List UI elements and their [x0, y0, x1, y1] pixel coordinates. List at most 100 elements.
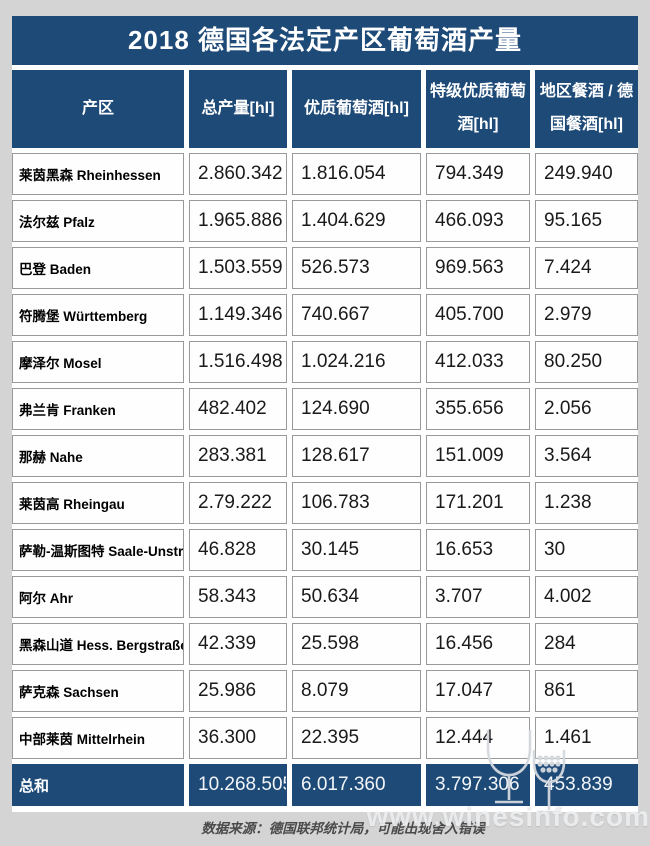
total-row-premium-wine: 3.797.306: [426, 764, 530, 806]
total-row-table-wine: 453.839: [535, 764, 638, 806]
region-name-cell: 阿尔 Ahr: [12, 576, 184, 618]
premium-wine-cell: 794.349: [426, 153, 530, 195]
wine-production-table: 2018 德国各法定产区葡萄酒产量 产区 总产量[hl] 优质葡萄酒[hl] 特…: [12, 16, 638, 812]
table-row: 巴登 Baden 1.503.559 526.573 969.563 7.424: [12, 247, 638, 289]
table-wine-cell: 1.461: [535, 717, 638, 759]
premium-wine-cell: 355.656: [426, 388, 530, 430]
table-wine-cell: 7.424: [535, 247, 638, 289]
column-header-quality-wine: 优质葡萄酒[hl]: [292, 70, 421, 148]
quality-wine-cell: 1.404.629: [292, 200, 421, 242]
quality-wine-cell: 740.667: [292, 294, 421, 336]
data-grid: 产区 总产量[hl] 优质葡萄酒[hl] 特级优质葡萄酒[hl] 地区餐酒 / …: [12, 70, 638, 806]
table-row: 萨克森 Sachsen 25.986 8.079 17.047 861: [12, 670, 638, 712]
table-row: 法尔兹 Pfalz 1.965.886 1.404.629 466.093 95…: [12, 200, 638, 242]
quality-wine-cell: 8.079: [292, 670, 421, 712]
table-wine-cell: 2.979: [535, 294, 638, 336]
quality-wine-cell: 1.816.054: [292, 153, 421, 195]
table-row: 那赫 Nahe 283.381 128.617 151.009 3.564: [12, 435, 638, 477]
region-name-cell: 萨克森 Sachsen: [12, 670, 184, 712]
column-header-total-production: 总产量[hl]: [189, 70, 287, 148]
premium-wine-cell: 969.563: [426, 247, 530, 289]
premium-wine-cell: 17.047: [426, 670, 530, 712]
data-source-note: 数据来源：德国联邦统计局，可能出现舍入错误: [201, 821, 485, 836]
region-name-cell: 莱茵高 Rheingau: [12, 482, 184, 524]
premium-wine-cell: 171.201: [426, 482, 530, 524]
table-row: 萨勒-温斯图特 Saale-Unstrut 46.828 30.145 16.6…: [12, 529, 638, 571]
premium-wine-cell: 405.700: [426, 294, 530, 336]
column-header-premium-quality-wine: 特级优质葡萄酒[hl]: [426, 70, 530, 148]
table-row: 中部莱茵 Mittelrhein 36.300 22.395 12.444 1.…: [12, 717, 638, 759]
premium-wine-cell: 16.653: [426, 529, 530, 571]
table-row: 莱茵高 Rheingau 2.79.222 106.783 171.201 1.…: [12, 482, 638, 524]
table-wine-cell: 249.940: [535, 153, 638, 195]
table-row: 黑森山道 Hess. Bergstraße 42.339 25.598 16.4…: [12, 623, 638, 665]
region-name-cell: 巴登 Baden: [12, 247, 184, 289]
quality-wine-cell: 1.024.216: [292, 341, 421, 383]
winesinfo-wineglass-logo: [486, 730, 566, 814]
quality-wine-cell: 526.573: [292, 247, 421, 289]
table-wine-cell: 3.564: [535, 435, 638, 477]
quality-wine-cell: 106.783: [292, 482, 421, 524]
table-wine-cell: 284: [535, 623, 638, 665]
total-row: 总和 10.268.505 6.017.360 3.797.306 453.83…: [12, 764, 638, 806]
total-production-cell: 42.339: [189, 623, 287, 665]
total-production-cell: 25.986: [189, 670, 287, 712]
premium-wine-cell: 3.707: [426, 576, 530, 618]
quality-wine-cell: 128.617: [292, 435, 421, 477]
premium-wine-cell: 412.033: [426, 341, 530, 383]
table-wine-cell: 4.002: [535, 576, 638, 618]
region-name-cell: 法尔兹 Pfalz: [12, 200, 184, 242]
region-name-cell: 弗兰肯 Franken: [12, 388, 184, 430]
table-wine-cell: 1.238: [535, 482, 638, 524]
region-name-cell: 那赫 Nahe: [12, 435, 184, 477]
total-production-cell: 482.402: [189, 388, 287, 430]
total-row-quality-wine: 6.017.360: [292, 764, 421, 806]
table-row: 符腾堡 Württemberg 1.149.346 740.667 405.70…: [12, 294, 638, 336]
premium-wine-cell: 12.444: [426, 717, 530, 759]
table-body: 莱茵黑森 Rheinhessen 2.860.342 1.816.054 794…: [12, 153, 638, 759]
total-production-cell: 58.343: [189, 576, 287, 618]
total-production-cell: 46.828: [189, 529, 287, 571]
region-name-cell: 符腾堡 Württemberg: [12, 294, 184, 336]
table-wine-cell: 95.165: [535, 200, 638, 242]
quality-wine-cell: 30.145: [292, 529, 421, 571]
region-name-cell: 萨勒-温斯图特 Saale-Unstrut: [12, 529, 184, 571]
total-row-total-production: 10.268.505: [189, 764, 287, 806]
column-header-region: 产区: [12, 70, 184, 148]
quality-wine-cell: 22.395: [292, 717, 421, 759]
quality-wine-cell: 25.598: [292, 623, 421, 665]
region-name-cell: 莱茵黑森 Rheinhessen: [12, 153, 184, 195]
table-row: 阿尔 Ahr 58.343 50.634 3.707 4.002: [12, 576, 638, 618]
region-name-cell: 中部莱茵 Mittelrhein: [12, 717, 184, 759]
premium-wine-cell: 16.456: [426, 623, 530, 665]
total-production-cell: 1.965.886: [189, 200, 287, 242]
region-name-cell: 摩泽尔 Mosel: [12, 341, 184, 383]
total-production-cell: 1.149.346: [189, 294, 287, 336]
total-production-cell: 2.79.222: [189, 482, 287, 524]
quality-wine-cell: 50.634: [292, 576, 421, 618]
total-production-cell: 1.516.498: [189, 341, 287, 383]
table-row: 摩泽尔 Mosel 1.516.498 1.024.216 412.033 80…: [12, 341, 638, 383]
total-production-cell: 2.860.342: [189, 153, 287, 195]
table-wine-cell: 80.250: [535, 341, 638, 383]
header-row: 产区 总产量[hl] 优质葡萄酒[hl] 特级优质葡萄酒[hl] 地区餐酒 / …: [12, 70, 638, 148]
region-name-cell: 黑森山道 Hess. Bergstraße: [12, 623, 184, 665]
total-row-label: 总和: [12, 764, 184, 806]
quality-wine-cell: 124.690: [292, 388, 421, 430]
table-title: 2018 德国各法定产区葡萄酒产量: [12, 16, 638, 70]
table-row: 弗兰肯 Franken 482.402 124.690 355.656 2.05…: [12, 388, 638, 430]
table-bottom-strip: [12, 806, 638, 812]
table-grid-clip: 产区 总产量[hl] 优质葡萄酒[hl] 特级优质葡萄酒[hl] 地区餐酒 / …: [12, 70, 638, 806]
table-wine-cell: 2.056: [535, 388, 638, 430]
grape-dots-icon: [537, 755, 561, 773]
watermark-text: www.winesinfo.com: [366, 801, 650, 832]
total-production-cell: 283.381: [189, 435, 287, 477]
column-header-table-wine: 地区餐酒 / 德国餐酒[hl]: [535, 70, 638, 148]
premium-wine-cell: 466.093: [426, 200, 530, 242]
total-production-cell: 36.300: [189, 717, 287, 759]
table-wine-cell: 861: [535, 670, 638, 712]
table-wine-cell: 30: [535, 529, 638, 571]
premium-wine-cell: 151.009: [426, 435, 530, 477]
total-production-cell: 1.503.559: [189, 247, 287, 289]
